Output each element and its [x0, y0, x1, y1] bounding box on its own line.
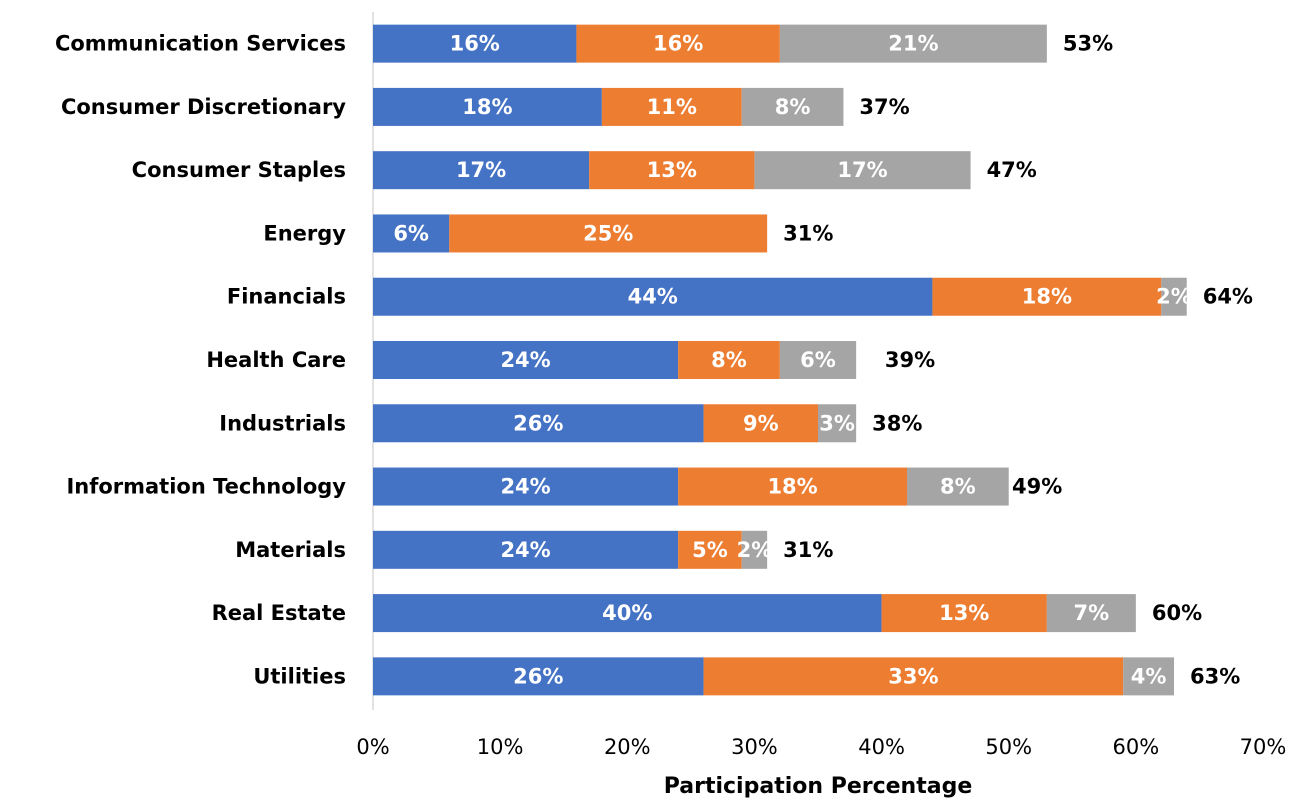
bar-value-label: 16%: [450, 32, 500, 56]
y-tick-label: Real Estate: [212, 601, 346, 625]
y-tick-label: Financials: [227, 285, 346, 309]
y-tick-label: Consumer Discretionary: [61, 95, 346, 119]
bar-segment: [1161, 277, 1187, 316]
bar-value-label: 40%: [602, 601, 652, 625]
bar-segment: [373, 657, 704, 696]
bar-total-label: 60%: [1152, 601, 1202, 625]
x-axis-title: Participation Percentage: [664, 774, 973, 799]
bar-value-label: 6%: [800, 348, 836, 372]
bar-value-label: 16%: [653, 32, 703, 56]
bar-segment: [589, 151, 755, 190]
bar-value-label: 24%: [500, 475, 550, 499]
bar-value-label: 24%: [500, 348, 550, 372]
bar-segment: [881, 594, 1047, 633]
bar-segment: [818, 404, 857, 443]
bar-value-label: 25%: [583, 221, 633, 245]
x-tick-label: 60%: [1113, 735, 1160, 759]
bar-value-label: 7%: [1074, 601, 1110, 625]
bar-segment: [907, 467, 1009, 506]
bar-segment: [779, 341, 857, 379]
bar-segment: [373, 87, 602, 126]
bar-value-label: 6%: [393, 221, 429, 245]
bar-value-label: 5%: [692, 538, 728, 562]
bar-value-label: 11%: [647, 95, 697, 119]
bar-segment: [373, 151, 590, 190]
y-tick-label: Consumer Staples: [132, 158, 346, 182]
bar-segment: [703, 404, 818, 443]
bar-value-label: 4%: [1131, 664, 1167, 688]
bar-segment: [576, 24, 780, 63]
y-tick-label: Materials: [235, 538, 346, 562]
bar-total-label: 47%: [987, 158, 1037, 182]
bar-value-label: 2%: [1156, 285, 1192, 309]
bar-value-label: 17%: [456, 158, 506, 182]
bar-segment: [449, 214, 768, 253]
bar-value-label: 21%: [888, 32, 938, 56]
bar-segment: [373, 24, 577, 63]
bar-segment: [373, 594, 882, 633]
bar-value-label: 17%: [837, 158, 887, 182]
x-tick-label: 30%: [731, 735, 778, 759]
bar-segment: [932, 277, 1162, 316]
bar-segment: [373, 530, 679, 569]
bar-value-label: 33%: [888, 664, 938, 688]
bar-segment: [373, 404, 704, 443]
x-tick-label: 50%: [985, 735, 1032, 759]
y-tick-label: Industrials: [219, 411, 346, 435]
x-tick-label: 70%: [1240, 735, 1287, 759]
bar-segment: [779, 24, 1047, 63]
bar-total-label: 31%: [783, 538, 833, 562]
bar-segment: [678, 467, 907, 506]
bar-total-label: 53%: [1063, 32, 1113, 56]
bar-total-label: 31%: [783, 221, 833, 245]
bar-value-label: 8%: [711, 348, 747, 372]
x-tick-label: 20%: [604, 735, 651, 759]
y-tick-label: Information Technology: [66, 475, 346, 499]
bar-value-label: 13%: [939, 601, 989, 625]
bar-segment: [373, 214, 450, 253]
bar-segment: [754, 151, 971, 190]
bar-total-label: 37%: [859, 95, 909, 119]
bar-total-label: 63%: [1190, 664, 1240, 688]
y-tick-label: Energy: [263, 221, 346, 245]
bar-segment: [741, 87, 844, 126]
bar-value-label: 18%: [1022, 285, 1072, 309]
x-tick-label: 0%: [356, 735, 389, 759]
bar-value-label: 3%: [819, 411, 855, 435]
bar-value-label: 18%: [462, 95, 512, 119]
bar-value-label: 44%: [628, 285, 678, 309]
bar-value-label: 18%: [767, 475, 817, 499]
bar-segment: [1046, 594, 1136, 633]
bar-total-label: 39%: [885, 348, 935, 372]
bar-segment: [703, 657, 1124, 696]
bar-value-label: 26%: [513, 664, 563, 688]
bar-value-label: 8%: [940, 475, 976, 499]
bar-segment: [373, 277, 933, 316]
bar-segment: [373, 467, 679, 506]
bar-segment: [678, 341, 780, 379]
bar-value-label: 13%: [647, 158, 697, 182]
x-tick-label: 40%: [858, 735, 905, 759]
bar-value-label: 24%: [500, 538, 550, 562]
bar-value-label: 8%: [775, 95, 811, 119]
bar-total-label: 38%: [872, 411, 922, 435]
bar-segment: [678, 530, 742, 569]
y-tick-label: Utilities: [253, 664, 346, 688]
bar-segment: [601, 87, 742, 126]
bar-value-label: 26%: [513, 411, 563, 435]
y-tick-label: Health Care: [206, 348, 346, 372]
bar-total-label: 49%: [1012, 475, 1062, 499]
y-tick-label: Communication Services: [55, 32, 346, 56]
bar-value-label: 9%: [743, 411, 779, 435]
bar-segment: [741, 530, 768, 569]
bar-segment: [1123, 657, 1174, 696]
x-tick-label: 10%: [477, 735, 524, 759]
bar-value-label: 2%: [737, 538, 773, 562]
bar-total-label: 64%: [1203, 285, 1253, 309]
bar-segment: [373, 341, 679, 379]
